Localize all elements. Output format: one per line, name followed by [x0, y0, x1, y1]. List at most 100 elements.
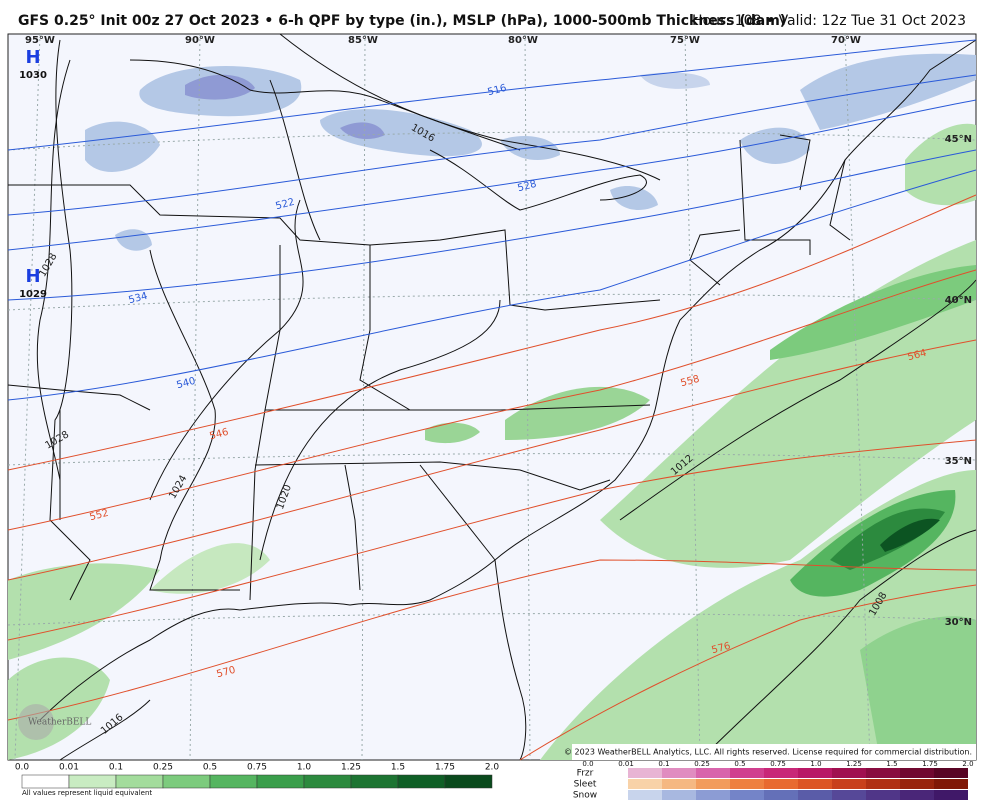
- type-swatch: [628, 779, 662, 789]
- type-tick: 0.01: [618, 760, 634, 768]
- rain-swatch: [397, 774, 446, 789]
- type-tick: 0.5: [734, 760, 745, 768]
- type-tick: 0.75: [770, 760, 786, 768]
- latitude-label: 45°N: [945, 134, 972, 145]
- rain-swatch: [115, 774, 164, 789]
- legend: All values represent liquid equivalent 0…: [15, 760, 974, 801]
- rain-swatch: [68, 774, 117, 789]
- logo-icon: [18, 704, 54, 740]
- type-swatch: [662, 790, 696, 800]
- type-swatch: [934, 790, 968, 800]
- longitude-label: 95°W: [25, 35, 55, 46]
- type-swatch: [730, 790, 764, 800]
- latitude-label: 40°N: [945, 295, 972, 306]
- high-symbol: H: [25, 266, 40, 287]
- legend-note: All values represent liquid equivalent: [22, 789, 152, 797]
- latitude-label: 30°N: [945, 617, 972, 628]
- type-swatch: [832, 768, 866, 778]
- type-swatch: [764, 790, 798, 800]
- type-tick: 0.1: [658, 760, 669, 768]
- copyright-box: [572, 744, 976, 760]
- thickness-label: 570: [215, 665, 236, 681]
- rain-tick: 1.5: [391, 763, 405, 773]
- type-swatch: [628, 768, 662, 778]
- rain-tick: 1.0: [297, 763, 312, 773]
- type-swatch: [730, 779, 764, 789]
- type-swatch: [696, 790, 730, 800]
- longitude-label: 75°W: [670, 35, 700, 46]
- rain-tick: 0.5: [203, 763, 217, 773]
- type-tick: 0.25: [694, 760, 710, 768]
- thickness-label: 540: [175, 376, 196, 392]
- type-tick: 1.75: [922, 760, 938, 768]
- rain-swatch: [21, 774, 70, 789]
- rain-tick: 2.0: [485, 763, 500, 773]
- longitude-label: 90°W: [185, 35, 215, 46]
- high-pressure: 1030: [19, 70, 47, 81]
- type-label: Snow: [573, 791, 597, 801]
- rain-swatch: [256, 774, 305, 789]
- thickness-label: 576: [710, 641, 731, 657]
- snow-areas: [85, 53, 976, 251]
- thickness-label: 564: [906, 348, 927, 364]
- rain-tick: 0.0: [15, 763, 30, 773]
- type-swatch: [798, 790, 832, 800]
- type-tick: 1.5: [886, 760, 897, 768]
- rain-tick: 0.75: [247, 763, 267, 773]
- type-swatch: [866, 779, 900, 789]
- high-pressure: 1029: [19, 289, 47, 300]
- thickness-lines: [7, 39, 977, 761]
- type-swatch: [764, 779, 798, 789]
- header-valid: Hour: 108 • Valid: 12z Tue 31 Oct 2023: [692, 13, 966, 29]
- type-swatch: [628, 790, 662, 800]
- type-swatch: [832, 779, 866, 789]
- thickness-label: 546: [208, 427, 229, 443]
- type-tick: 1.0: [810, 760, 821, 768]
- thickness-label: 528: [516, 179, 537, 195]
- rain-tick: 0.25: [153, 763, 173, 773]
- type-label: Frzr: [577, 769, 594, 779]
- rain-tick: 0.1: [109, 763, 123, 773]
- latitude-label: 35°N: [945, 456, 972, 467]
- type-tick: 0.0: [582, 760, 593, 768]
- rain-tick: 0.01: [59, 763, 79, 773]
- type-label: Sleet: [574, 780, 597, 790]
- thickness-label: 552: [88, 508, 109, 524]
- map: 95°W 90°W 85°W 80°W 75°W 70°W 45°N 40°N 35°N 30°N…: [7, 33, 977, 761]
- rain-swatch: [303, 774, 352, 789]
- type-swatch: [934, 779, 968, 789]
- high-symbol: H: [25, 47, 40, 68]
- type-swatch: [798, 779, 832, 789]
- type-tick: 1.25: [846, 760, 862, 768]
- type-swatch: [934, 768, 968, 778]
- type-swatch: [900, 790, 934, 800]
- thickness-label: 558: [679, 374, 700, 390]
- rain-swatch: [209, 774, 258, 789]
- type-swatch: [866, 768, 900, 778]
- type-swatch: [866, 790, 900, 800]
- type-swatch: [696, 779, 730, 789]
- isobars: [36, 33, 977, 761]
- rain-swatch: [444, 774, 493, 789]
- rain-swatch: [350, 774, 399, 789]
- rain-swatch: [162, 774, 211, 789]
- borders: [7, 39, 977, 761]
- type-swatch: [798, 768, 832, 778]
- type-swatch: [662, 779, 696, 789]
- logo: WeatherBELL: [28, 718, 91, 728]
- copyright: © 2023 WeatherBELL Analytics, LLC. All r…: [564, 748, 972, 757]
- thickness-label: 534: [127, 291, 148, 307]
- type-swatch: [900, 779, 934, 789]
- rain-tick: 1.75: [435, 763, 455, 773]
- type-swatch: [730, 768, 764, 778]
- thickness-label: 522: [274, 197, 295, 213]
- longitude-label: 80°W: [508, 35, 538, 46]
- rain-tick: 1.25: [341, 763, 361, 773]
- type-swatch: [832, 790, 866, 800]
- type-swatch: [900, 768, 934, 778]
- longitude-label: 70°W: [831, 35, 861, 46]
- longitude-label: 85°W: [348, 35, 378, 46]
- type-swatch: [696, 768, 730, 778]
- type-swatch: [662, 768, 696, 778]
